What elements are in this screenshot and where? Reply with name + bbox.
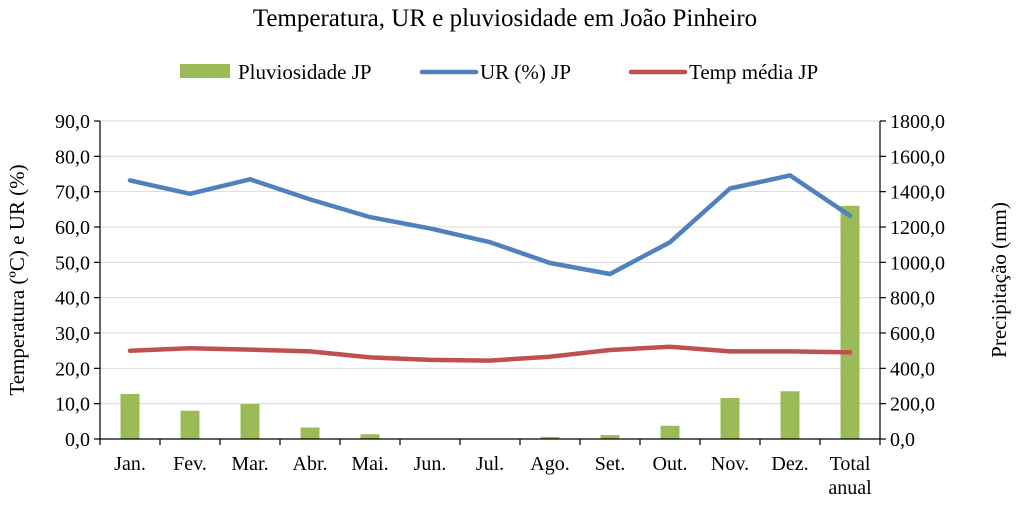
y-tick-label-right: 1400,0 [890,182,945,204]
tick-labels: 0,0 10,0 20,0 30,0 40,0 50,0 60,0 70,0 80,0 90,0 0… [55,111,945,499]
x-tick-label: Nov. [711,453,749,475]
bar-series [120,205,860,439]
legend-swatch [180,64,230,78]
y-tick-label-left: 20,0 [55,358,90,380]
x-tick-label: Abr. [293,453,328,475]
y-tick-label-left: 50,0 [55,252,90,274]
y-tick-label-right: 600,0 [890,323,935,345]
legend-label: UR (%) JP [480,60,571,84]
series-line [127,344,853,363]
x-tick-label: Mar. [231,453,268,475]
y-tick-label-left: 70,0 [55,182,90,204]
y-tick-label-left: 40,0 [55,288,90,310]
y-tick-label-left: 90,0 [55,111,90,133]
legend: Pluviosidade JP UR (%) JP Temp média JP [180,60,818,84]
y-tick-label-right: 1800,0 [890,111,945,133]
y-tick-label-right: 1600,0 [890,146,945,168]
legend-label: Pluviosidade JP [238,60,372,84]
x-tick-label: Mai. [351,453,388,475]
bar [840,205,860,439]
legend-label: Temp média JP [689,60,818,84]
bar [540,436,560,439]
bar [660,425,680,439]
bar [300,427,320,439]
x-tick-label: Out. [653,453,688,475]
y-tick-label-left: 30,0 [55,323,90,345]
x-tick-label: Jun. [414,453,447,475]
y-tick-label-right: 0,0 [890,429,915,451]
y-tick-label-left: 0,0 [65,429,90,451]
x-tick-label: Set. [595,453,626,475]
y-tick-label-right: 800,0 [890,288,935,310]
x-tick-label: Jan. [114,453,146,475]
bar [240,404,260,439]
y-tick-label-right: 1200,0 [890,217,945,239]
line-series [127,173,853,363]
series-line [127,173,853,277]
bar [360,434,380,439]
x-tick-label: Total anual [828,453,872,499]
y-tick-label-left: 10,0 [55,394,90,416]
chart-title: Temperatura, UR e pluviosidade em João P… [253,5,757,32]
x-tick-label: Dez. [771,453,808,475]
axes [94,120,886,445]
y-axis-label-left: Temperatura (ºC) e UR (%) [5,164,29,395]
bar [180,410,200,439]
y-tick-label-left: 80,0 [55,146,90,168]
x-tick-label: Fev. [173,453,207,475]
y-tick-label-left: 60,0 [55,217,90,239]
bar [780,391,800,439]
y-tick-label-right: 1000,0 [890,252,945,274]
x-tick-label: Jul. [476,453,504,475]
bar [120,393,140,439]
bar [600,435,620,439]
gridlines [100,120,880,405]
y-axis-label-right: Precipitação (mm) [987,202,1011,358]
y-tick-label-right: 200,0 [890,394,935,416]
y-tick-label-right: 400,0 [890,358,935,380]
bar [720,398,740,439]
x-tick-label: Ago. [530,453,569,475]
